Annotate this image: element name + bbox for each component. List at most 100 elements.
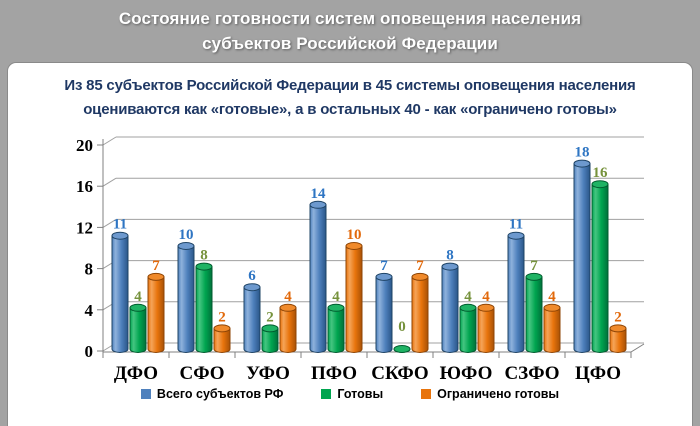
bar-top-cap	[213, 324, 231, 333]
value-label: 2	[266, 309, 274, 325]
value-label: 11	[113, 217, 127, 233]
bar-body	[147, 276, 165, 353]
bar-body	[111, 235, 129, 353]
category-label: СЗФО	[504, 363, 559, 384]
y-tick-label: 16	[76, 177, 93, 196]
bar-top-cap	[327, 303, 345, 312]
bar-top-cap	[573, 159, 591, 168]
category-label: ПФО	[311, 363, 357, 384]
grid-depth-line	[102, 218, 117, 228]
bar-top-cap	[279, 303, 297, 312]
bar-top-cap	[111, 231, 129, 240]
value-label: 16	[593, 165, 609, 181]
value-label: 0	[398, 319, 406, 335]
bar-body	[177, 245, 195, 353]
floor-right-edge	[630, 343, 645, 353]
value-label: 7	[380, 258, 388, 274]
value-label: 7	[152, 258, 160, 274]
value-label: 4	[464, 289, 472, 305]
bar-top-cap	[261, 324, 279, 333]
bar-top-cap	[411, 272, 429, 281]
bar-top-cap	[543, 303, 561, 312]
value-label: 4	[134, 289, 142, 305]
bar-body	[345, 245, 363, 353]
value-label: 2	[614, 309, 622, 325]
y-tick-label: 8	[85, 260, 94, 279]
category-label: СФО	[179, 363, 224, 384]
bar-body	[195, 266, 213, 353]
value-label: 6	[248, 268, 256, 284]
category-label: ЦФО	[575, 363, 621, 384]
bar-top-cap	[609, 324, 627, 333]
bar-body	[573, 163, 591, 353]
category-label: СКФО	[371, 363, 428, 384]
bar-top-cap	[243, 283, 261, 292]
bar-body	[507, 235, 525, 353]
bar-body	[525, 276, 543, 353]
bar-top-cap	[525, 272, 543, 281]
bar-body	[243, 286, 261, 353]
bar-top-cap	[507, 231, 525, 240]
category-label: ДФО	[114, 363, 158, 384]
bar-top-cap	[195, 262, 213, 271]
category-label: ЮФО	[440, 363, 493, 384]
value-label: 4	[482, 289, 490, 305]
y-tick-label: 4	[85, 301, 94, 320]
y-tick-label: 0	[85, 342, 94, 361]
value-label: 4	[284, 289, 292, 305]
bar-body	[261, 327, 279, 353]
slide-header: Состояние готовности систем оповещения н…	[0, 0, 700, 62]
bar-body	[327, 307, 345, 353]
bar-top-cap	[459, 303, 477, 312]
value-label: 14	[311, 186, 327, 202]
bar-body	[441, 266, 459, 353]
bar-body	[609, 327, 627, 353]
legend-marker	[421, 389, 432, 399]
bar-top-cap	[591, 180, 609, 189]
legend-label: Всего субъектов РФ	[156, 387, 284, 401]
bar-body	[213, 327, 231, 353]
chart-subtitle: Из 85 субъектов Российской Федерации в 4…	[8, 74, 692, 122]
value-label: 7	[416, 258, 424, 274]
legend-item-2: Ограничено готовы	[421, 387, 559, 401]
bar-body	[477, 307, 495, 353]
bar-top-cap	[441, 262, 459, 271]
bar-top-cap	[375, 272, 393, 281]
value-label: 8	[200, 248, 208, 264]
bar-body	[591, 183, 609, 353]
legend-item-0: Всего субъектов РФ	[140, 387, 284, 401]
grid-depth-line	[102, 177, 117, 187]
bar-body	[279, 307, 297, 353]
bar-top-cap	[393, 345, 411, 353]
bar-body	[129, 307, 147, 353]
bar-top-cap	[129, 303, 147, 312]
bar-top-cap	[147, 272, 165, 281]
y-tick-label: 12	[76, 218, 93, 237]
value-label: 2	[218, 309, 226, 325]
bar-top-cap	[345, 242, 363, 250]
bar-top-cap	[477, 303, 495, 312]
value-label: 7	[530, 258, 538, 274]
value-label: 4	[332, 289, 340, 305]
legend-marker	[321, 389, 332, 399]
value-label: 8	[446, 248, 454, 264]
bar-body	[309, 204, 327, 353]
y-tick-label: 20	[76, 136, 93, 155]
legend-marker	[140, 389, 151, 399]
value-label: 11	[509, 217, 523, 233]
bar-top-cap	[309, 200, 327, 209]
value-label: 18	[575, 145, 590, 161]
content-panel: Из 85 субъектов Российской Федерации в 4…	[7, 62, 693, 426]
grid-depth-line	[102, 136, 117, 146]
subtitle-line1: Из 85 субъектов Российской Федерации в 4…	[64, 77, 636, 94]
bar-body	[411, 276, 429, 353]
legend-item-1: Готовы	[321, 387, 383, 401]
subtitle-line2: оцениваются как «готовые», а в остальных…	[83, 101, 617, 118]
chart-legend: Всего субъектов РФ Готовы Ограничено готов…	[30, 387, 670, 401]
slide-title-line1: Состояние готовности систем оповещения н…	[118, 8, 582, 28]
bar-body	[375, 276, 393, 353]
bar-body	[459, 307, 477, 353]
bar-top-cap	[177, 242, 195, 250]
value-label: 10	[179, 227, 194, 243]
